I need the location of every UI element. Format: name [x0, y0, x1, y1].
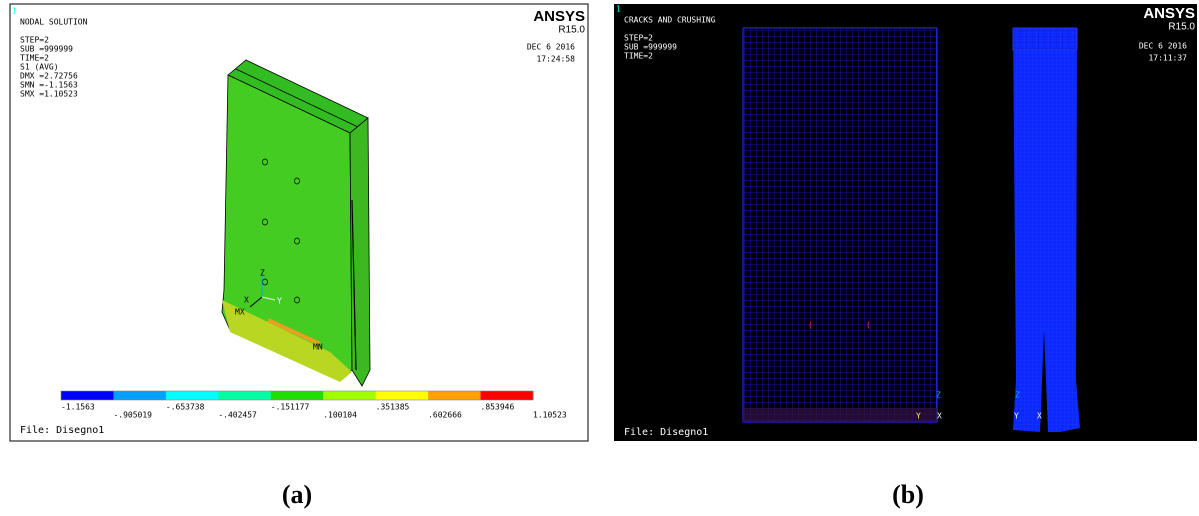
axis-label: X: [244, 296, 249, 305]
window-number: 1: [616, 5, 621, 14]
legend-label: .853946: [481, 403, 515, 412]
info-line: SUB =999999: [20, 45, 73, 54]
marker-label: MX: [235, 308, 245, 317]
info-line: TIME=2: [20, 54, 49, 63]
legend-label: -1.1563: [61, 403, 95, 412]
figure: 1 NODAL SOLUTION STEP=2SUB =999999TIME=2…: [0, 0, 1199, 516]
plot-header: CRACKS AND CRUSHING: [624, 16, 716, 25]
legend-label: .100104: [323, 411, 357, 420]
legend-label: 1.10523: [533, 411, 567, 420]
info-line: TIME=2: [624, 52, 653, 61]
plot-header: NODAL SOLUTION: [20, 18, 88, 27]
legend-cell: [166, 391, 219, 400]
legend-cell: [113, 391, 166, 400]
info-line: SMX =1.10523: [20, 90, 78, 99]
legend-label: -.402457: [218, 411, 257, 420]
legend-cell: [218, 391, 271, 400]
caption: (b): [892, 480, 924, 509]
time: 17:11:37: [1148, 54, 1187, 63]
date: DEC 6 2016: [527, 43, 575, 52]
mesh-view: [743, 28, 937, 422]
axis-label: Z: [260, 269, 265, 278]
axis-label: X: [937, 412, 942, 421]
side-top: [1013, 28, 1077, 50]
info-line: S1 (AVG): [20, 63, 59, 72]
info-line: STEP=2: [20, 36, 49, 45]
version: R15.0: [1168, 22, 1195, 33]
legend-label: -.653738: [166, 403, 205, 412]
crush-zone: [743, 408, 937, 422]
side-view: [1013, 28, 1080, 432]
model: Z Y X MX MN: [222, 60, 370, 386]
legend-label: -.151177: [271, 403, 310, 412]
legend-cell: [271, 391, 324, 400]
file-name: File: Disegno1: [624, 427, 708, 438]
file-name: File: Disegno1: [20, 425, 104, 436]
legend-cell: [376, 391, 429, 400]
legend-cell: [61, 391, 114, 400]
marker-label: MN: [313, 343, 323, 352]
window-number: 1: [12, 7, 17, 16]
legend-label: .602666: [428, 411, 462, 420]
legend-label: -.905019: [113, 411, 152, 420]
version: R15.0: [558, 25, 585, 36]
axis-label: Z: [1015, 391, 1020, 400]
axis-label: X: [1037, 412, 1042, 421]
axis-label: Y: [277, 297, 282, 306]
axis-label: Y: [916, 412, 921, 421]
caption: (a): [282, 480, 312, 509]
legend-label: .351385: [376, 403, 410, 412]
brand: ANSYS: [533, 8, 585, 25]
date: DEC 6 2016: [1139, 42, 1187, 51]
brand: ANSYS: [1143, 5, 1195, 22]
crack-mark: (: [808, 321, 813, 330]
axis-label: Y: [1014, 412, 1019, 421]
info-line: STEP=2: [624, 34, 653, 43]
info-line: SMN =-1.1563: [20, 81, 78, 90]
info-line: DMX =2.72756: [20, 72, 78, 81]
axis-label: Z: [936, 391, 941, 400]
legend-cell: [428, 391, 481, 400]
info-line: SUB =999999: [624, 43, 677, 52]
crack-mark: (: [866, 321, 871, 330]
time: 17:24:58: [536, 55, 575, 64]
legend-cell: [481, 391, 534, 400]
legend-cell: [323, 391, 376, 400]
